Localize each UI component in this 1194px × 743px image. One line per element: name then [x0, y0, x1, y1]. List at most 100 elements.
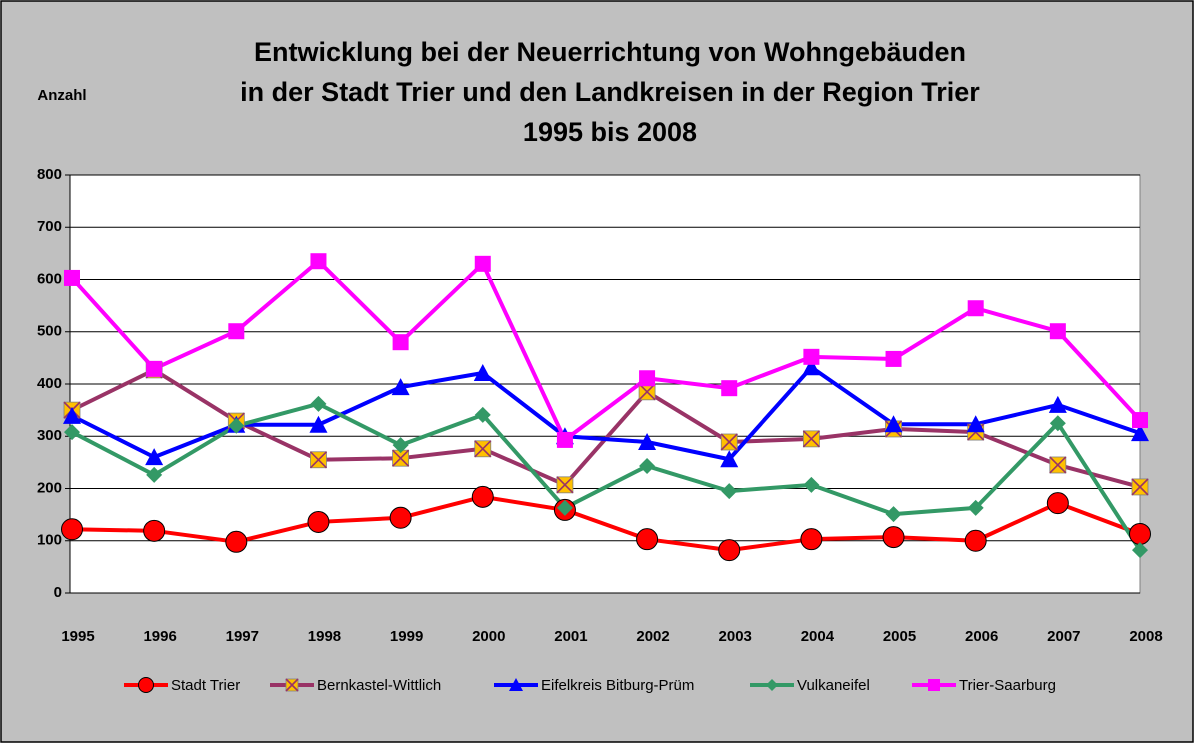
legend-label: Stadt Trier: [171, 677, 240, 694]
y-tick-label: 700: [37, 218, 62, 235]
marker: [309, 415, 328, 433]
marker: [1132, 412, 1148, 429]
legend-marker: [509, 678, 523, 691]
marker-part: [285, 678, 299, 692]
y-tick-label: 200: [37, 479, 62, 496]
chart-title: 1995 bis 2008: [523, 117, 697, 147]
marker: [556, 431, 573, 448]
marker: [638, 383, 656, 401]
x-tick-label: 2001: [554, 628, 587, 645]
legend-marker: [138, 677, 154, 693]
marker: [307, 510, 330, 533]
marker: [392, 449, 410, 467]
x-tick-label: 2000: [472, 628, 505, 645]
marker-part: [802, 430, 820, 448]
marker: [474, 440, 492, 458]
marker: [473, 364, 492, 382]
marker: [1049, 415, 1066, 432]
marker: [800, 528, 823, 551]
x-tick-label: 1996: [143, 628, 176, 645]
x-tick-label: 2005: [883, 628, 916, 645]
series-line: [71, 401, 1142, 552]
marker: [556, 476, 574, 494]
x-tick-label: 2007: [1047, 628, 1080, 645]
chart-title: Entwicklung bei der Neuerrichtung von Wo…: [254, 37, 966, 67]
marker: [392, 437, 409, 454]
marker: [721, 380, 738, 397]
marker: [638, 432, 657, 450]
marker: [720, 450, 739, 468]
marker: [225, 530, 248, 553]
y-tick-label: 800: [37, 166, 62, 183]
marker: [964, 529, 987, 552]
marker: [145, 448, 164, 466]
legend-label: Bernkastel-Wittlich: [317, 677, 441, 694]
marker: [64, 424, 80, 441]
marker: [1046, 492, 1069, 515]
marker: [146, 466, 163, 483]
marker: [228, 323, 245, 340]
marker: [471, 485, 494, 508]
y-tick-label: 100: [37, 532, 62, 549]
marker: [228, 417, 245, 434]
marker: [718, 539, 741, 562]
marker: [803, 476, 820, 493]
x-tick-label: 2004: [801, 628, 835, 645]
legend-marker: [766, 679, 778, 691]
marker: [61, 518, 83, 541]
marker-part: [392, 449, 410, 467]
marker: [803, 348, 820, 365]
x-tick-label: 2002: [636, 628, 669, 645]
marker-part: [638, 383, 656, 401]
series-line: [71, 365, 1141, 462]
marker-part: [474, 440, 492, 458]
marker: [884, 415, 903, 433]
y-tick-label: 400: [37, 375, 62, 392]
marker: [802, 358, 821, 376]
legend-marker: [928, 679, 940, 691]
y-tick-label: 600: [37, 270, 62, 287]
legend-label: Trier-Saarburg: [959, 677, 1056, 694]
marker: [1049, 323, 1066, 340]
x-tick-label: 1995: [61, 628, 94, 645]
marker: [1131, 478, 1149, 496]
marker: [639, 458, 656, 475]
marker: [1132, 542, 1148, 559]
series-line: [70, 259, 1142, 442]
marker: [64, 269, 80, 286]
y-tick-label: 500: [37, 323, 62, 340]
marker: [1048, 395, 1067, 413]
marker: [802, 430, 820, 448]
marker: [392, 334, 409, 351]
marker: [556, 499, 573, 516]
marker: [63, 406, 81, 424]
marker-part: [556, 476, 574, 494]
x-tick-label: 1999: [390, 628, 423, 645]
marker: [720, 433, 738, 451]
marker: [967, 499, 984, 516]
marker: [143, 519, 166, 542]
marker: [882, 526, 905, 549]
marker: [967, 300, 984, 317]
legend-marker: [285, 678, 299, 692]
series-line: [71, 494, 1141, 553]
marker: [636, 528, 659, 551]
y-tick-label: 300: [37, 427, 62, 444]
marker-part: [1049, 456, 1067, 474]
marker: [389, 506, 412, 529]
y-tick-label: 0: [54, 584, 62, 601]
legend-label: Eifelkreis Bitburg-Prüm: [541, 677, 694, 694]
chart-title: in der Stadt Trier und den Landkreisen i…: [240, 77, 980, 107]
y-axis-label: Anzahl: [37, 87, 86, 104]
marker: [310, 253, 327, 270]
marker: [966, 415, 985, 433]
marker: [885, 506, 902, 523]
x-tick-label: 2006: [965, 628, 998, 645]
marker: [639, 370, 656, 387]
marker: [721, 483, 738, 500]
marker: [146, 360, 163, 377]
legend-label: Vulkaneifel: [797, 677, 870, 694]
marker: [1131, 424, 1149, 442]
marker: [309, 451, 328, 469]
